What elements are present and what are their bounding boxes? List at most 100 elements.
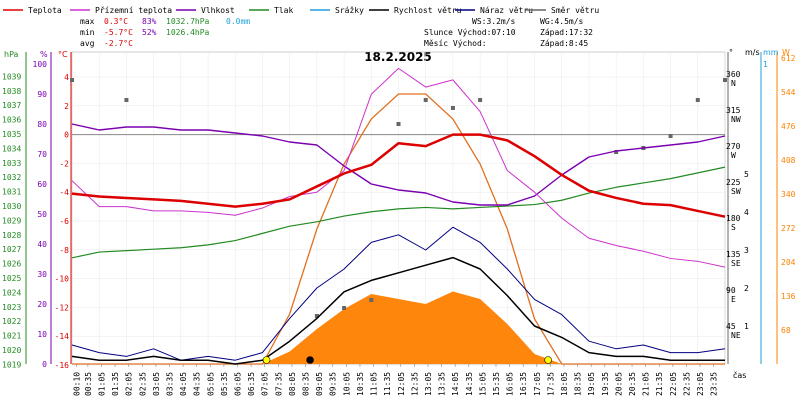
ms-tick-label: 1 (744, 322, 749, 331)
stats-min-press: 1026.4hPa (166, 28, 210, 37)
pct-tick-label: 60 (37, 180, 47, 189)
x-tick-label: 21:35 (655, 372, 664, 396)
dir-axis-title: ° (729, 48, 733, 57)
x-tick-label: 05:35 (220, 372, 229, 396)
temp-tick-label: 4 (64, 73, 69, 82)
wind-gust-info: WG:4.5m/s (540, 17, 584, 26)
hpa-tick-label: 1026 (2, 260, 21, 269)
x-tick-label: 11:05 (370, 372, 379, 396)
x-tick-label: 08:35 (302, 372, 311, 396)
x-tick-label: 22:35 (682, 372, 691, 396)
x-tick-label: 17:05 (533, 372, 542, 396)
sunrise-marker (262, 356, 271, 364)
wind-direction-point (614, 150, 619, 154)
hpa-tick-label: 1028 (2, 231, 21, 240)
x-tick-label: 19:05 (587, 372, 596, 396)
pct-tick-label: 20 (37, 300, 47, 309)
hpa-tick-label: 1038 (2, 87, 21, 96)
hpa-tick-label: 1020 (2, 346, 21, 355)
dir-tick-label: 135 (726, 250, 741, 259)
series-humidity-line (71, 123, 726, 206)
hpa-tick-label: 1037 (2, 101, 21, 110)
x-tick-label: 11:35 (383, 372, 392, 396)
pct-axis-title: % (40, 50, 48, 59)
x-tick-label: 13:35 (438, 372, 447, 396)
x-tick-label: 17:35 (546, 372, 555, 396)
w-tick-label: 476 (781, 122, 796, 131)
x-tick-label: 00:10 (73, 372, 82, 396)
ms-tick-label: 4 (744, 208, 749, 217)
x-tick-label: 19:35 (601, 372, 610, 396)
wind-speed-info: WS:3.2m/s (472, 17, 516, 26)
temp-tick-label: -12 (55, 303, 70, 312)
hpa-tick-label: 1034 (2, 144, 21, 153)
x-tick-label: 20:05 (614, 372, 623, 396)
temp-tick-label: -14 (55, 332, 70, 341)
pct-tick-label: 100 (33, 60, 48, 69)
legend-label: Teplota (28, 6, 62, 15)
w-axis-title: W (782, 48, 790, 57)
x-tick-label: 12:05 (397, 372, 406, 396)
ms-tick-label: 2 (744, 284, 749, 293)
dir-tick-label: 225 (726, 178, 741, 187)
hpa-tick-label: 1032 (2, 173, 21, 182)
hpa-tick-label: 1033 (2, 159, 21, 168)
w-tick-label: 340 (781, 190, 796, 199)
pct-tick-label: 80 (37, 120, 47, 129)
legend-label: Směr větru (551, 6, 599, 15)
legend-label: Tlak (274, 6, 293, 15)
x-tick-label: 22:05 (669, 372, 678, 396)
x-tick-label: 06:35 (247, 372, 256, 396)
x-tick-label: 06:05 (234, 372, 243, 396)
dir-tick-label: 270 (726, 142, 741, 151)
legend-label: Přízemní teplota (95, 6, 172, 15)
series-ground-temperature-line (71, 67, 726, 268)
hpa-tick-label: 1031 (2, 188, 21, 197)
chart-title: 18.2.2025 (364, 50, 432, 64)
dir-tick-compass: S (731, 223, 736, 232)
x-tick-label: 18:05 (560, 372, 569, 396)
dir-tick-compass: NE (731, 331, 741, 340)
x-tick-label: 23:05 (696, 372, 705, 396)
x-tick-label: 00:35 (84, 372, 93, 396)
x-tick-label: 15:35 (492, 372, 501, 396)
x-tick-label: 14:35 (465, 372, 474, 396)
wind-direction-point (450, 106, 455, 110)
sunset-marker (544, 356, 552, 364)
sun-rise-info: Slunce Východ:07:10 (424, 28, 516, 37)
wind-direction-point (70, 78, 74, 82)
dir-tick-compass: W (731, 151, 736, 160)
series-theoretical-radiation-line (72, 93, 725, 365)
moon-rise-info: Měsíc Východ: (424, 39, 487, 48)
x-tick-label: 14:05 (451, 372, 460, 396)
x-tick-label: 16:35 (519, 372, 528, 396)
stats-avg-temp: -2.7°C (104, 39, 133, 48)
temp-tick-label: -10 (55, 275, 70, 284)
hpa-tick-label: 1022 (2, 317, 21, 326)
wind-direction-point (396, 122, 401, 126)
dir-tick-label: 180 (726, 214, 741, 223)
x-tick-label: 20:35 (628, 372, 637, 396)
pct-tick-label: 50 (37, 210, 47, 219)
w-tick-label: 136 (781, 292, 796, 301)
pct-tick-label: 30 (37, 270, 47, 279)
plot-area (70, 67, 727, 365)
temp-tick-label: -4 (59, 188, 69, 197)
w-tick-label: 204 (781, 258, 796, 267)
stats-max-press: 1032.7hPa (166, 17, 210, 26)
x-tick-label: 16:05 (506, 372, 515, 396)
pct-tick-label: 0 (42, 360, 47, 369)
moonset-marker (306, 356, 314, 364)
x-tick-label: 10:35 (356, 372, 365, 396)
temp-tick-label: -8 (59, 246, 69, 255)
stats-max-temp: 0.3°C (104, 17, 128, 26)
temp-tick-label: -16 (55, 361, 70, 370)
x-tick-label: 09:35 (329, 372, 338, 396)
wind-direction-point (668, 134, 673, 138)
hpa-tick-label: 1039 (2, 72, 21, 81)
wind-direction-point (342, 306, 347, 310)
mm-axis-title: mm (763, 48, 779, 57)
hpa-tick-label: 1021 (2, 332, 21, 341)
dir-tick-compass: E (731, 295, 736, 304)
